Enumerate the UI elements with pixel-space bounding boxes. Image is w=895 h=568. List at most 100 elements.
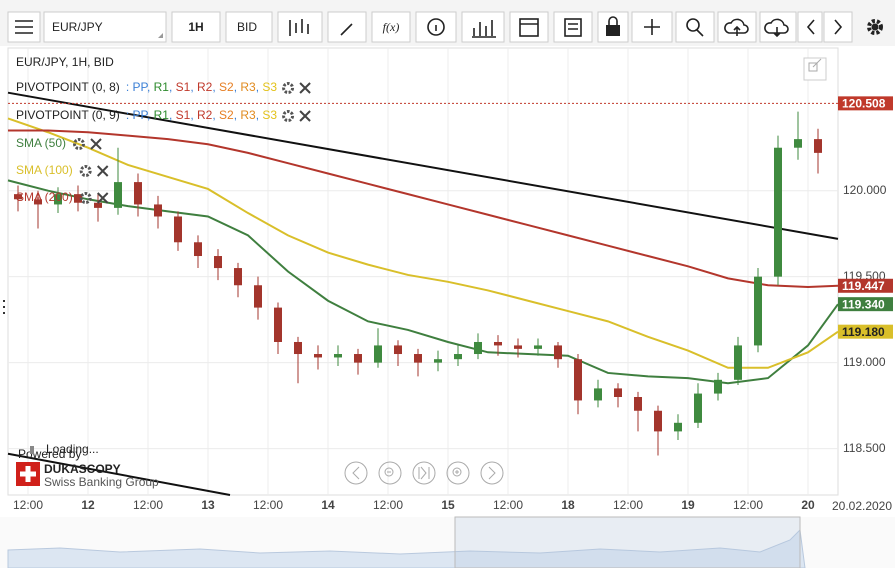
calendar-button[interactable] — [509, 11, 549, 43]
watermark: Powered by Loading... DUKASCOPY Swiss Ba… — [16, 442, 159, 489]
zoom-button[interactable] — [675, 11, 715, 43]
info-button[interactable] — [415, 11, 457, 43]
popout-button[interactable] — [803, 57, 827, 81]
candle-body — [554, 345, 562, 360]
x-tick-label: 13 — [201, 498, 215, 512]
x-tick-label: 12 — [81, 498, 95, 512]
last-price-label: 120.508 — [842, 97, 886, 111]
remove-icon[interactable] — [299, 110, 311, 122]
candle-body — [74, 194, 82, 203]
candle-body — [634, 397, 642, 411]
remove-icon[interactable] — [90, 138, 102, 150]
x-tick-label: 12:00 — [253, 498, 283, 512]
candle-body — [214, 256, 222, 269]
legend-separator: , — [212, 80, 219, 94]
nav-buttons — [344, 461, 504, 485]
symbol: EUR/JPY — [52, 20, 103, 34]
settings-icon[interactable] — [282, 82, 295, 94]
y-tick-label: 120.000 — [843, 183, 887, 197]
candle-body — [434, 359, 442, 363]
candle-body — [334, 354, 342, 358]
remove-icon[interactable] — [96, 165, 109, 177]
indicator-token: R2 — [197, 108, 213, 122]
sma-value-label: 119.447 — [842, 279, 885, 293]
candle-body — [814, 139, 822, 153]
symbol-input[interactable]: EUR/JPY — [43, 11, 167, 43]
function-label: f(x) — [383, 20, 400, 34]
candle-body — [94, 202, 102, 208]
settings-icon[interactable] — [79, 165, 92, 177]
volume-button[interactable] — [461, 11, 505, 43]
settings-button[interactable] — [867, 19, 883, 35]
popout-icon — [808, 58, 822, 72]
legend-separator: , — [190, 80, 197, 94]
navigator-area — [7, 528, 806, 568]
nav-zoom-out[interactable] — [378, 461, 402, 485]
crosshair-button[interactable] — [631, 11, 673, 43]
report-button[interactable] — [553, 11, 593, 43]
upload-button[interactable] — [717, 11, 757, 43]
legend-entry: SMA (50) — [16, 136, 66, 150]
scroll-left-button[interactable] — [797, 11, 823, 43]
x-tick-label: 20 — [801, 498, 815, 512]
candle-body — [54, 194, 62, 205]
candle-body — [274, 307, 282, 342]
nav-zoom-in[interactable] — [446, 461, 470, 485]
legend-entry: SMA (100) — [16, 163, 73, 177]
sma-value-box — [838, 297, 893, 312]
legend-separator: , — [169, 108, 176, 122]
brand: DUKASCOPY — [44, 462, 121, 476]
trendline — [7, 452, 231, 496]
legend-entry: SMA (200) — [16, 190, 73, 204]
nav-fit[interactable] — [412, 461, 436, 485]
legend-separator: , — [234, 80, 241, 94]
menu-button[interactable] — [7, 11, 41, 43]
remove-icon[interactable] — [96, 192, 109, 204]
candle-body — [534, 345, 542, 349]
download-button[interactable] — [759, 11, 797, 43]
candle-body — [174, 216, 182, 243]
candle-body — [34, 199, 42, 205]
settings-icon[interactable] — [79, 192, 92, 204]
sma-line — [7, 117, 839, 369]
nav-forward[interactable] — [480, 461, 504, 485]
candle-body — [514, 345, 522, 349]
side-button[interactable]: BID — [225, 11, 273, 43]
nav-back[interactable] — [344, 461, 368, 485]
draw-button[interactable] — [327, 11, 367, 43]
scroll-right-button[interactable] — [823, 11, 853, 43]
candle-body — [794, 139, 802, 148]
candle-body — [774, 147, 782, 277]
date-label: 20.02.2020 — [832, 499, 892, 513]
function-button[interactable]: f(x) — [371, 11, 411, 43]
remove-icon[interactable] — [299, 82, 311, 94]
navigator-window[interactable] — [454, 516, 801, 568]
sma-value-label: 119.180 — [842, 325, 885, 339]
candle-body — [754, 276, 762, 346]
chart-type-button[interactable] — [277, 11, 323, 43]
indicator-token: S1 — [176, 108, 191, 122]
indicator-tokens: : PP, R1, S1, R2, S2, R3, S3 — [126, 108, 278, 122]
settings-icon[interactable] — [73, 138, 86, 150]
candle-body — [154, 204, 162, 217]
indicator-token: R1 — [154, 108, 170, 122]
settings-icon[interactable] — [282, 110, 295, 122]
sma-value-box — [838, 278, 893, 293]
candle-body — [294, 341, 302, 355]
indicator-token: R2 — [197, 80, 213, 94]
side: BID — [237, 20, 257, 34]
candle-body — [674, 422, 682, 432]
legend-separator: , — [234, 108, 241, 122]
candle-body — [394, 345, 402, 355]
timeframe-button[interactable]: 1H — [171, 11, 221, 43]
toolbar: EUR/JPY 1H BID f(x) — [0, 0, 895, 46]
legend-separator: , — [147, 108, 154, 122]
legend-separator: , — [190, 108, 197, 122]
candle-body — [234, 268, 242, 286]
lock-button[interactable] — [597, 11, 629, 43]
chart-title: EUR/JPY, 1H, BID — [16, 55, 114, 69]
legend: PIVOTPOINT (0, 8): PP, R1, S1, R2, S2, R… — [16, 80, 311, 204]
sma-line — [8, 129, 839, 288]
